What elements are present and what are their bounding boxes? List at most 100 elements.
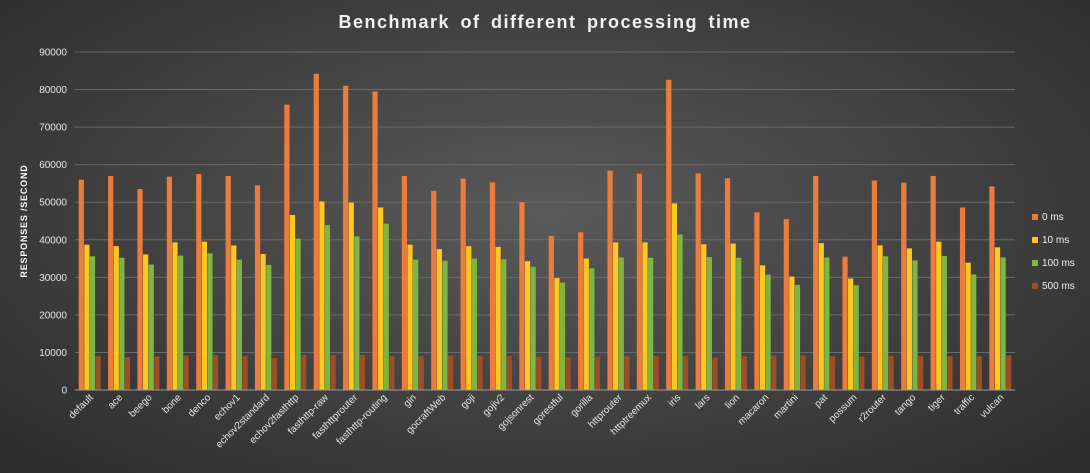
x-tick-label: gojiv2 [481, 392, 508, 419]
bar-bone-100ms [178, 255, 184, 390]
y-tick-label: 70000 [39, 123, 67, 134]
x-tick-label: vulcan [978, 392, 1006, 420]
x-tick-label: r2router [856, 392, 889, 425]
bar-possum-100ms [853, 285, 859, 390]
y-tick-label: 50000 [39, 198, 67, 209]
bar-fasthttprouter-500ms [359, 355, 366, 390]
bar-gin-100ms [413, 259, 419, 390]
legend-label: 10 ms [1042, 235, 1069, 246]
x-tick-label: default [67, 392, 96, 421]
bar-denco-10ms [201, 241, 207, 390]
bar-echov2fasthttp-10ms [289, 214, 296, 390]
bar-pat-10ms [818, 243, 824, 390]
y-tick-label: 10000 [39, 348, 67, 359]
bar-default-500ms [95, 355, 101, 390]
x-tick-label: goji [459, 392, 478, 411]
y-axis-ticks: 0 10000 20000 30000 40000 50000 60000 70000 8000… [39, 48, 67, 397]
bar-traffic-500ms [976, 355, 982, 390]
x-axis-ticks: default ace beego bone dencoechov1echov2stan… [67, 392, 1007, 451]
bar-gojiv2-100ms [501, 259, 507, 390]
bar-bone-10ms [172, 242, 178, 390]
bar-traffic-100ms [971, 274, 977, 390]
bar-tiger-100ms [941, 255, 947, 390]
bar-pat-100ms [824, 257, 830, 390]
bar-martini-0ms [783, 219, 789, 390]
bar-vulcan-10ms [994, 247, 1001, 390]
x-tick-label: possum [827, 392, 860, 425]
bar-echov2fasthttp-0ms [284, 104, 290, 391]
bar-gocraftWeb-100ms [442, 260, 448, 390]
bar-denco-0ms [196, 174, 202, 390]
bar-fasthttprouter-100ms [354, 236, 360, 390]
legend-swatch [1032, 214, 1038, 220]
bar-gorilla-500ms [594, 356, 601, 390]
bar-gorilla-10ms [583, 258, 589, 390]
bar-gojiv2-0ms [489, 182, 496, 390]
bar-ace-100ms [119, 257, 125, 390]
bar-gorestful-500ms [565, 357, 571, 390]
bar-bone-500ms [183, 355, 189, 390]
bar-r2router-100ms [883, 256, 889, 390]
bar-fasthttp-raw-100ms [324, 225, 331, 390]
bar-lars-10ms [701, 244, 707, 390]
bar-gorilla-100ms [589, 268, 595, 390]
bar-echov2fasthttp-100ms [295, 238, 301, 390]
bar-fasthttp-raw-10ms [319, 201, 325, 390]
bar-vulcan-500ms [1006, 355, 1012, 390]
bar-httprouter-0ms [607, 170, 613, 390]
bar-iris-100ms [677, 234, 683, 390]
bar-possum-0ms [842, 256, 848, 390]
y-axis-label: RESPONSES /SECOND [19, 164, 29, 277]
bar-lion-100ms [736, 257, 742, 390]
y-tick-label: 30000 [39, 273, 67, 284]
bar-pat-0ms [813, 175, 819, 390]
bar-default-0ms [78, 179, 84, 390]
bar-gojsonrest-500ms [536, 356, 542, 390]
gridlines [75, 51, 1015, 353]
bar-default-10ms [84, 244, 90, 390]
bar-martini-500ms [800, 355, 806, 390]
bar-ace-500ms [124, 356, 131, 390]
bar-traffic-0ms [959, 207, 966, 390]
bar-r2router-0ms [871, 180, 878, 390]
y-tick-label: 0 [61, 386, 67, 397]
bar-gocraftWeb-0ms [431, 190, 437, 390]
bar-lars-500ms [712, 357, 718, 390]
bar-httprouter-500ms [624, 356, 630, 390]
bar-echov1-100ms [236, 259, 242, 390]
x-tick-label: gin [402, 392, 419, 409]
bar-tiger-500ms [947, 356, 953, 390]
x-tick-label: lion [723, 392, 742, 411]
bar-gojiv2-10ms [495, 246, 501, 390]
bar-lion-500ms [741, 356, 747, 390]
bar-r2router-10ms [877, 245, 883, 390]
bar-echov1-500ms [242, 355, 248, 390]
x-tick-label: macaron [736, 392, 771, 427]
bar-goji-10ms [466, 246, 472, 390]
bar-echov2standard-10ms [260, 254, 266, 390]
bar-gojsonrest-0ms [519, 202, 525, 390]
bars [78, 73, 1012, 391]
x-tick-label: lars [694, 392, 713, 411]
legend-swatch [1032, 283, 1038, 289]
bar-fasthttp-routing-100ms [383, 223, 389, 390]
bar-default-100ms [89, 256, 96, 390]
bar-fasthttprouter-0ms [343, 85, 349, 391]
bar-bone-0ms [166, 176, 173, 390]
bar-gorestful-0ms [548, 236, 554, 390]
bar-ace-10ms [113, 246, 119, 390]
bar-beego-0ms [137, 189, 143, 390]
bar-httptreemux-10ms [642, 242, 648, 390]
bar-gin-500ms [418, 356, 424, 390]
bar-gocraftWeb-500ms [447, 355, 454, 390]
bar-fasthttp-raw-0ms [313, 73, 319, 390]
legend-label: 500 ms [1042, 281, 1075, 292]
bar-gocraftWeb-10ms [436, 249, 442, 390]
bar-vulcan-100ms [1000, 257, 1006, 390]
bar-lars-100ms [706, 257, 712, 390]
x-tick-label: denco [186, 392, 213, 419]
bar-tango-0ms [901, 182, 907, 390]
bar-denco-500ms [212, 355, 219, 390]
bar-fasthttp-routing-10ms [378, 207, 384, 390]
bar-tiger-0ms [930, 175, 936, 390]
